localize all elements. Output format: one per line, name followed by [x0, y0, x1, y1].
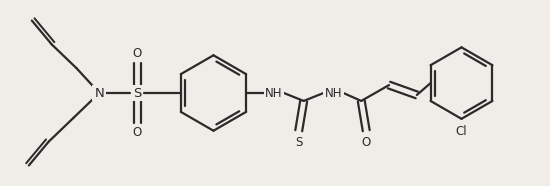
Text: O: O	[133, 126, 142, 139]
Text: S: S	[133, 86, 141, 100]
Text: NH: NH	[265, 86, 283, 100]
Text: O: O	[133, 47, 142, 60]
Text: O: O	[361, 136, 371, 149]
Text: S: S	[295, 136, 302, 149]
Text: Cl: Cl	[456, 125, 468, 138]
Text: NH: NH	[324, 86, 342, 100]
Text: N: N	[95, 86, 104, 100]
